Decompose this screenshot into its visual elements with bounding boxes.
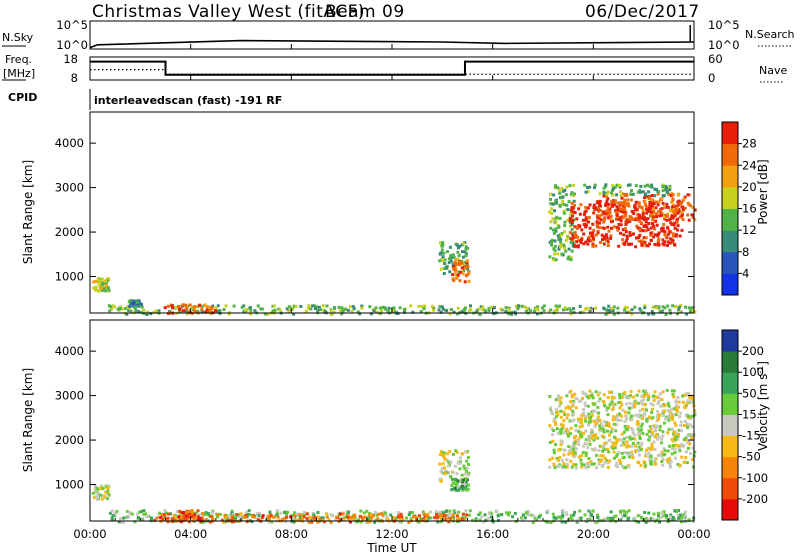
power-colorbar-segment-3	[722, 208, 738, 231]
power-colorbar-segment-0	[722, 273, 738, 296]
velocity-colorbar-segment-4	[722, 414, 738, 437]
power-colorbar-segment-7	[722, 122, 738, 145]
power-axis: 1000 2000 3000 4000	[55, 136, 694, 284]
cpid-label: CPID	[8, 91, 37, 104]
velocity-colorbar-segment-0	[722, 498, 738, 521]
cpid-value: interleavedscan (fast) -191 RF	[94, 94, 282, 107]
velocity-colorbar-label-4: 15	[742, 407, 757, 421]
power-y-axis-label: Slant Range [km]	[21, 160, 35, 264]
nsky-label: N.Sky	[2, 31, 34, 44]
scatter-region-5	[451, 258, 471, 284]
velocity-colorbar-segment-3	[722, 435, 738, 458]
velocity-ytick-label-3000: 3000	[55, 389, 84, 403]
scatter-region-5	[450, 477, 471, 492]
time-tick-label-5: 20:00	[577, 527, 610, 541]
power-colorbar-label: Power [dB]	[756, 159, 770, 224]
freq-unit-label: [MHz]	[3, 67, 35, 80]
time-tick-label-0: 00:00	[73, 527, 106, 541]
scatter-region-6	[548, 388, 697, 470]
time-axis-ticks: 00:00 04:00 08:00 12:00 16:00 20:00 00:00	[73, 44, 711, 541]
time-tick-label-2: 08:00	[275, 527, 308, 541]
velocity-colorbar-label: Velocity [m s-1]	[756, 361, 770, 451]
velocity-colorbar-label-0: -200	[742, 492, 768, 506]
time-tick-label-3: 12:00	[375, 527, 408, 541]
power-colorbar: 4 8 12 16 20 24 28	[721, 121, 757, 296]
velocity-colorbar-segment-1	[722, 477, 738, 500]
time-axis-label: Time UT	[366, 541, 417, 554]
noise-left-bottom-tick: 10^0	[56, 38, 88, 52]
velocity-colorbar-segment-5	[722, 393, 738, 415]
scatter-region-0	[92, 277, 111, 293]
noise-series-nsky	[89, 39, 695, 49]
scatter-region-8	[595, 192, 697, 222]
velocity-colorbar-label-1: -100	[742, 471, 768, 485]
velocity-colorbar-label-5: 50	[742, 386, 757, 400]
power-colorbar-segment-4	[722, 186, 738, 209]
power-colorbar-label-6: 28	[742, 137, 757, 151]
power-ytick-label-1000: 1000	[55, 270, 84, 284]
freq-left-bottom-tick: 8	[71, 71, 78, 85]
nave-series	[90, 69, 694, 75]
velocity-colorbar-segment-7	[722, 351, 738, 373]
scatter-region-7	[568, 201, 684, 249]
velocity-colorbar-label-6: 100	[742, 365, 764, 379]
velocity-colorbar: -200 -100 -50 -15 15 50 100 200	[721, 329, 768, 521]
freq-left-top-tick: 18	[63, 52, 78, 66]
power-colorbar-label-5: 24	[742, 158, 757, 172]
power-ytick-label-3000: 3000	[55, 181, 84, 195]
freq-lines	[90, 60, 694, 76]
velocity-colorbar-label-7: 200	[742, 344, 764, 358]
beam-label: Beam 09	[325, 2, 405, 22]
freq-series	[90, 60, 694, 76]
velocity-colorbar-frame	[721, 329, 739, 521]
nsearch-label: N.Search	[745, 28, 795, 41]
power-ytick-label-4000: 4000	[55, 136, 84, 150]
nave-label: Nave	[759, 64, 787, 77]
time-tick-label-6: 00:00	[677, 527, 710, 541]
velocity-ytick-label-2000: 2000	[55, 433, 84, 447]
velocity-data	[91, 388, 697, 524]
velocity-y-axis-label: Slant Range [km]	[21, 368, 35, 472]
velocity-ytick-label-1000: 1000	[55, 478, 84, 492]
power-colorbar-label-4: 20	[742, 180, 757, 194]
velocity-colorbar-label-2: -50	[742, 450, 761, 464]
power-colorbar-label-3: 16	[742, 202, 757, 216]
power-colorbar-segment-2	[722, 230, 738, 253]
power-ytick-label-2000: 2000	[55, 225, 84, 239]
date-label: 06/Dec/2017	[585, 2, 700, 22]
scatter-region-0	[91, 484, 111, 501]
noise-right-top-tick: 10^5	[708, 18, 740, 32]
power-colorbar-label-1: 8	[742, 245, 749, 259]
velocity-colorbar-segment-8	[722, 330, 738, 352]
site-title: Christmas Valley West (fitACF)	[92, 2, 365, 22]
power-data	[92, 183, 697, 316]
velocity-ytick-label-4000: 4000	[55, 344, 84, 358]
noise-right-bottom-tick: 10^0	[708, 38, 740, 52]
power-colorbar-segment-5	[722, 165, 738, 188]
velocity-colorbar-segment-6	[722, 372, 738, 394]
nave-right-bottom-tick: 0	[708, 71, 715, 85]
time-tick-label-1: 04:00	[174, 527, 207, 541]
time-tick-label-4: 16:00	[476, 527, 509, 541]
noise-left-top-tick: 10^5	[56, 18, 88, 32]
power-colorbar-segment-6	[722, 143, 738, 166]
power-colorbar-segment-1	[722, 251, 738, 274]
freq-label: Freq.	[5, 53, 32, 66]
scatter-region-9	[583, 183, 672, 198]
velocity-colorbar-label-3: -15	[742, 429, 761, 443]
power-colorbar-label-0: 4	[742, 266, 749, 280]
nave-right-top-tick: 60	[708, 52, 723, 66]
power-colorbar-label-2: 12	[742, 223, 757, 237]
scatter-region-3	[127, 299, 143, 308]
velocity-axis: 1000 2000 3000 4000	[55, 344, 694, 492]
velocity-colorbar-segment-2	[722, 456, 738, 479]
